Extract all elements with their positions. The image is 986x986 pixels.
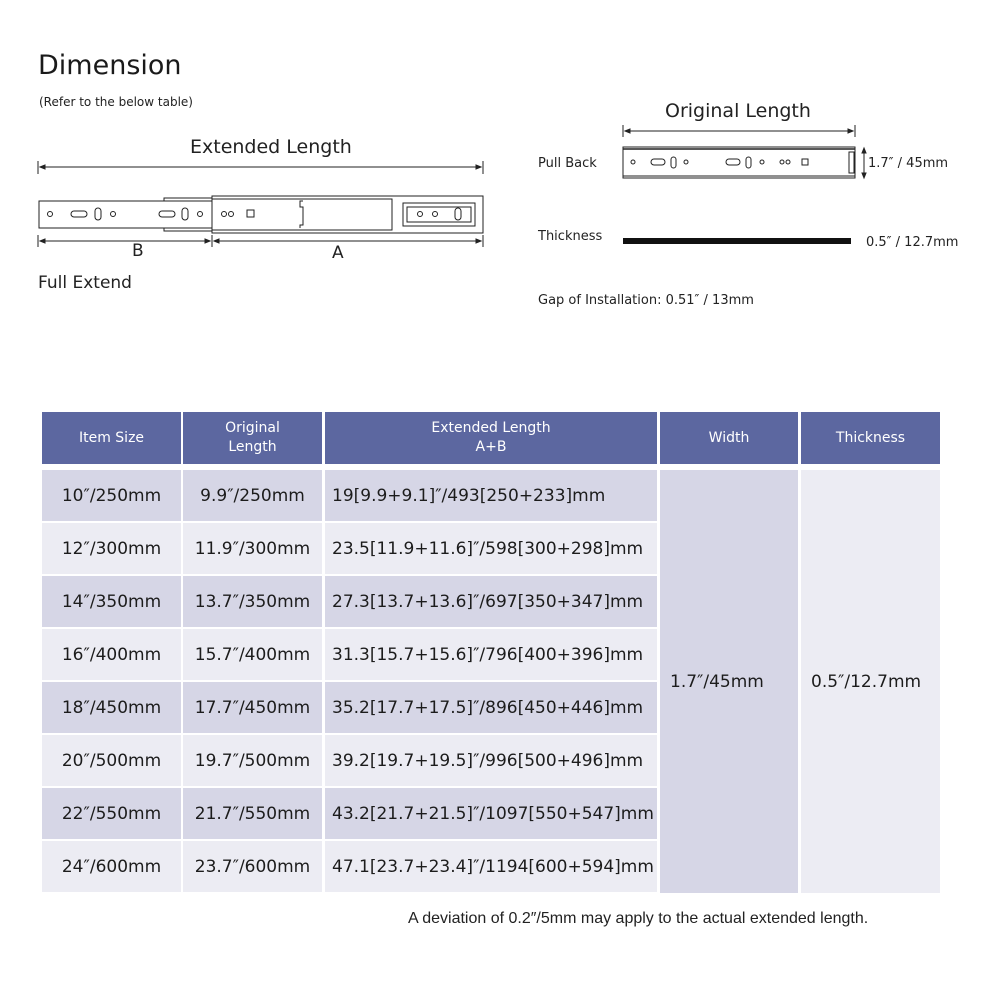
b-label: B: [132, 241, 144, 261]
table-header-cell: Item Size: [42, 412, 181, 464]
dimension-table: Item Size Original Length Extended Length …: [42, 412, 940, 894]
page-title: Dimension: [38, 50, 182, 81]
pull-back-label: Pull Back: [538, 156, 597, 171]
subtitle: (Refer to the below table): [39, 95, 193, 109]
table-cell: 18″/450mm: [42, 682, 181, 733]
table-cell: 9.9″/250mm: [183, 470, 322, 521]
slide-diagrams: [37, 125, 867, 247]
inner-rail: [38, 200, 213, 229]
table-cell: 19[9.9+9.1]″/493[250+233]mm: [325, 470, 657, 521]
pull-back-drawing: [622, 125, 867, 244]
table-cell: 23.7″/600mm: [183, 841, 322, 892]
full-extend-drawing: [37, 161, 484, 247]
table-cell: 23.5[11.9+11.6]″/598[300+298]mm: [325, 523, 657, 574]
table-header-cell: Extended Length A+B: [325, 412, 657, 464]
table-cell: 17.7″/450mm: [183, 682, 322, 733]
table-header-cell: Original Length: [183, 412, 322, 464]
width-cell: 1.7″/45mm: [660, 470, 798, 893]
table-cell: 27.3[13.7+13.6]″/697[350+347]mm: [325, 576, 657, 627]
table-cell: 12″/300mm: [42, 523, 181, 574]
table-cell: 47.1[23.7+23.4]″/1194[600+594]mm: [325, 841, 657, 892]
table-cell: 43.2[21.7+21.5]″/1097[550+547]mm: [325, 788, 657, 839]
table-cell: 39.2[19.7+19.5]″/996[500+496]mm: [325, 735, 657, 786]
closed-rail: [622, 146, 856, 179]
thickness-dimension: 0.5″ / 12.7mm: [866, 235, 959, 250]
table-cell: 11.9″/300mm: [183, 523, 322, 574]
table-cell: 19.7″/500mm: [183, 735, 322, 786]
table-cell: 10″/250mm: [42, 470, 181, 521]
height-dimension: 1.7″ / 45mm: [868, 156, 949, 171]
table-cell: 24″/600mm: [42, 841, 181, 892]
table-cell: 20″/500mm: [42, 735, 181, 786]
table-cell: 31.3[15.7+15.6]″/796[400+396]mm: [325, 629, 657, 680]
table-cell: 13.7″/350mm: [183, 576, 322, 627]
table-cell: 14″/350mm: [42, 576, 181, 627]
gap-of-installation: Gap of Installation: 0.51″ / 13mm: [538, 293, 754, 308]
table-cell: 15.7″/400mm: [183, 629, 322, 680]
outer-rail: [211, 195, 484, 234]
full-extend-caption: Full Extend: [38, 273, 132, 293]
table-cell: 21.7″/550mm: [183, 788, 322, 839]
table-cell: 22″/550mm: [42, 788, 181, 839]
original-length-label: Original Length: [665, 100, 811, 122]
table-header-cell: Width: [660, 412, 798, 464]
table-header-cell: Thickness: [801, 412, 940, 464]
a-label: A: [332, 243, 344, 263]
thickness-bar: [623, 238, 851, 244]
extended-length-label: Extended Length: [190, 136, 352, 158]
thickness-label: Thickness: [538, 229, 603, 244]
table-cell: 35.2[17.7+17.5]″/896[450+446]mm: [325, 682, 657, 733]
thickness-cell: 0.5″/12.7mm: [801, 470, 940, 893]
table-cell: 16″/400mm: [42, 629, 181, 680]
deviation-note: A deviation of 0.2″/5mm may apply to the…: [408, 910, 869, 927]
